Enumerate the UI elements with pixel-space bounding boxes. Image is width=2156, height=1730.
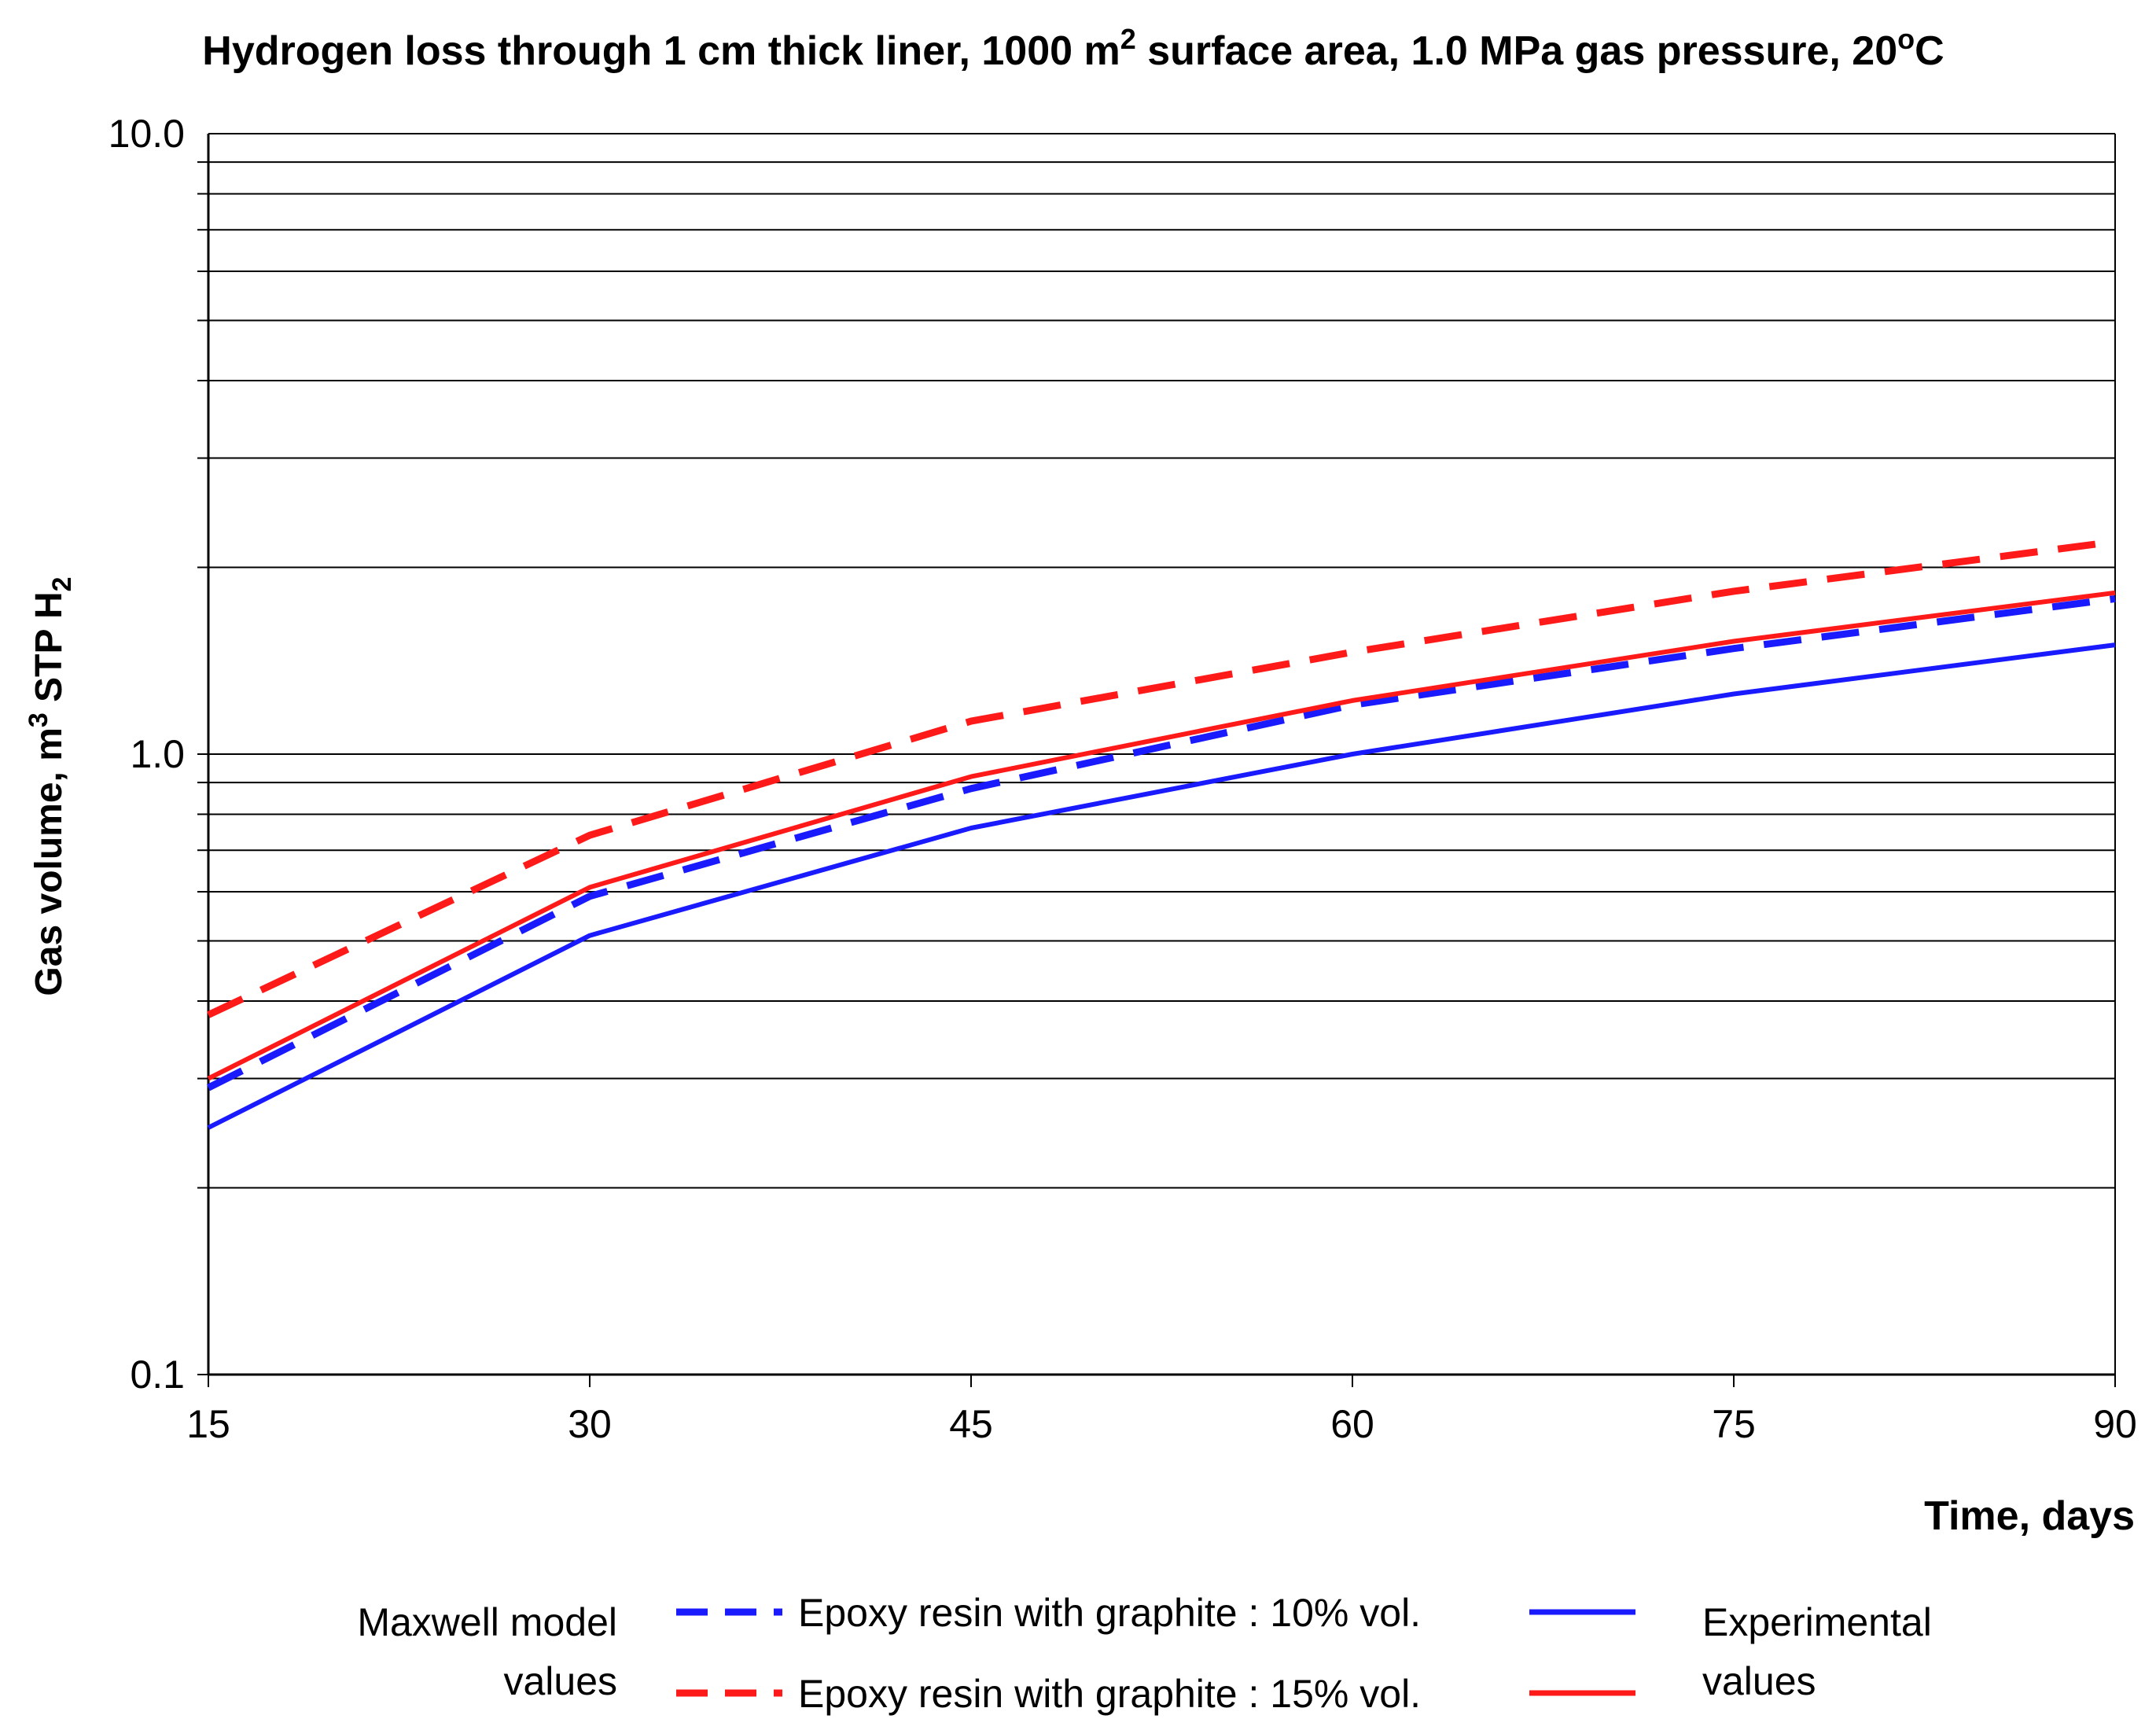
chart-title-sup2: o bbox=[1897, 23, 1915, 55]
x-axis-title: Time, days bbox=[1924, 1493, 2135, 1539]
chart-title-part1: Hydrogen loss through 1 cm thick liner, … bbox=[202, 28, 1120, 74]
legend-row2-text: Epoxy resin with graphite : 15% vol. bbox=[798, 1672, 1421, 1716]
tick-layer: 15 30 45 60 75 90 0.1 1.0 10.0 bbox=[109, 112, 2137, 1446]
y-axis-title-part2: STP H bbox=[28, 591, 70, 712]
series-layer bbox=[206, 538, 2116, 1130]
chart-title: Hydrogen loss through 1 cm thick liner, … bbox=[202, 23, 1944, 74]
legend-row1-text: Epoxy resin with graphite : 10% vol. bbox=[798, 1591, 1421, 1635]
y-axis-title: Gas volume, m3 STP H2 bbox=[24, 576, 77, 996]
legend-model-label-line2: values bbox=[503, 1659, 617, 1703]
x-tick-label: 15 bbox=[186, 1402, 230, 1446]
x-tick-label: 45 bbox=[949, 1402, 993, 1446]
x-tick-label: 90 bbox=[2093, 1402, 2137, 1446]
legend-model-label-line1: Maxwell model bbox=[357, 1600, 617, 1644]
x-tick-label: 75 bbox=[1712, 1402, 1756, 1446]
legend-exp-label-line2: values bbox=[1702, 1659, 1816, 1703]
series-line-exp_10 bbox=[207, 642, 2116, 1130]
grid-layer bbox=[208, 133, 2115, 1375]
y-tick-label: 10.0 bbox=[109, 112, 185, 156]
y-axis-title-sub: 2 bbox=[47, 576, 77, 591]
legend-exp-label-line1: Experimental bbox=[1702, 1600, 1932, 1644]
series-line-exp_15 bbox=[207, 590, 2116, 1081]
chart-title-part2: surface area, 1.0 MPa gas pressure, 20 bbox=[1136, 28, 1897, 74]
y-tick-label: 0.1 bbox=[130, 1353, 185, 1397]
chart-title-sup1: 2 bbox=[1120, 23, 1136, 55]
y-tick-label: 1.0 bbox=[130, 732, 185, 776]
x-tick-label: 60 bbox=[1330, 1402, 1374, 1446]
x-tick-label: 30 bbox=[568, 1402, 612, 1446]
chart-title-part3: C bbox=[1915, 28, 1944, 74]
y-axis-title-sup: 3 bbox=[24, 712, 53, 727]
y-axis-title-part1: Gas volume, m bbox=[28, 727, 70, 996]
series-line-model_15 bbox=[207, 538, 2116, 1018]
legend: Maxwell model values Epoxy resin with gr… bbox=[357, 1591, 1931, 1716]
series-line-model_10 bbox=[206, 594, 2116, 1091]
